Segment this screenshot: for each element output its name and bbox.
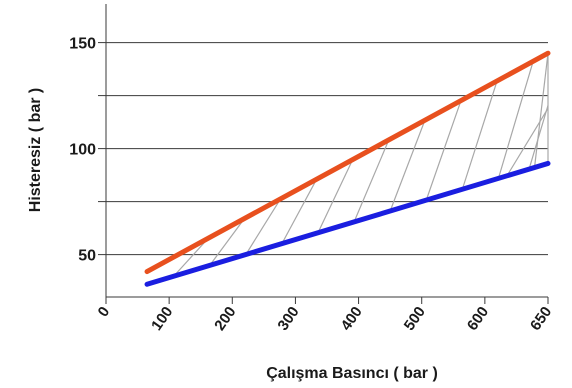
y-tick-label: 150 <box>69 36 96 53</box>
x-tick-label: 0 <box>95 304 114 321</box>
x-tick-labels: 0 100 200 300 400 500 600 650 <box>95 304 556 334</box>
x-tick-label: 600 <box>464 304 492 334</box>
hatch-line <box>173 237 209 277</box>
hatch-line <box>533 53 549 168</box>
series-line-1 <box>144 50 551 275</box>
x-axis-title: Çalışma Basıncı ( bar ) <box>266 365 438 382</box>
grid-lines <box>106 42 548 256</box>
hatch-line <box>281 178 318 244</box>
hatch-line <box>317 159 354 234</box>
series-line-2 <box>144 160 551 287</box>
hatch-line <box>497 61 534 179</box>
y-axis-title: Histeresiz ( bar ) <box>27 88 44 212</box>
y-tick-labels: 50 100 150 <box>69 36 96 265</box>
x-tick-label: 300 <box>274 304 302 334</box>
x-tick-label: 200 <box>211 304 239 334</box>
hatch-line <box>209 218 245 266</box>
x-tick-label: 400 <box>338 304 366 334</box>
hatch-line <box>389 120 426 212</box>
y-tick-label: 50 <box>78 248 96 265</box>
hatch-line <box>461 80 498 190</box>
hatch-line <box>425 100 462 201</box>
series-lines <box>144 50 551 287</box>
x-tick-label: 500 <box>401 304 429 334</box>
hatch-line <box>506 108 549 177</box>
axes <box>98 4 549 304</box>
hatch-line <box>528 105 549 170</box>
hysteresis-band <box>173 53 549 277</box>
y-tick-label: 100 <box>69 142 96 159</box>
x-tick-label: 650 <box>527 304 555 334</box>
hatch-line <box>353 139 390 223</box>
hatch-line <box>245 198 282 255</box>
x-tick-label: 100 <box>148 304 176 334</box>
